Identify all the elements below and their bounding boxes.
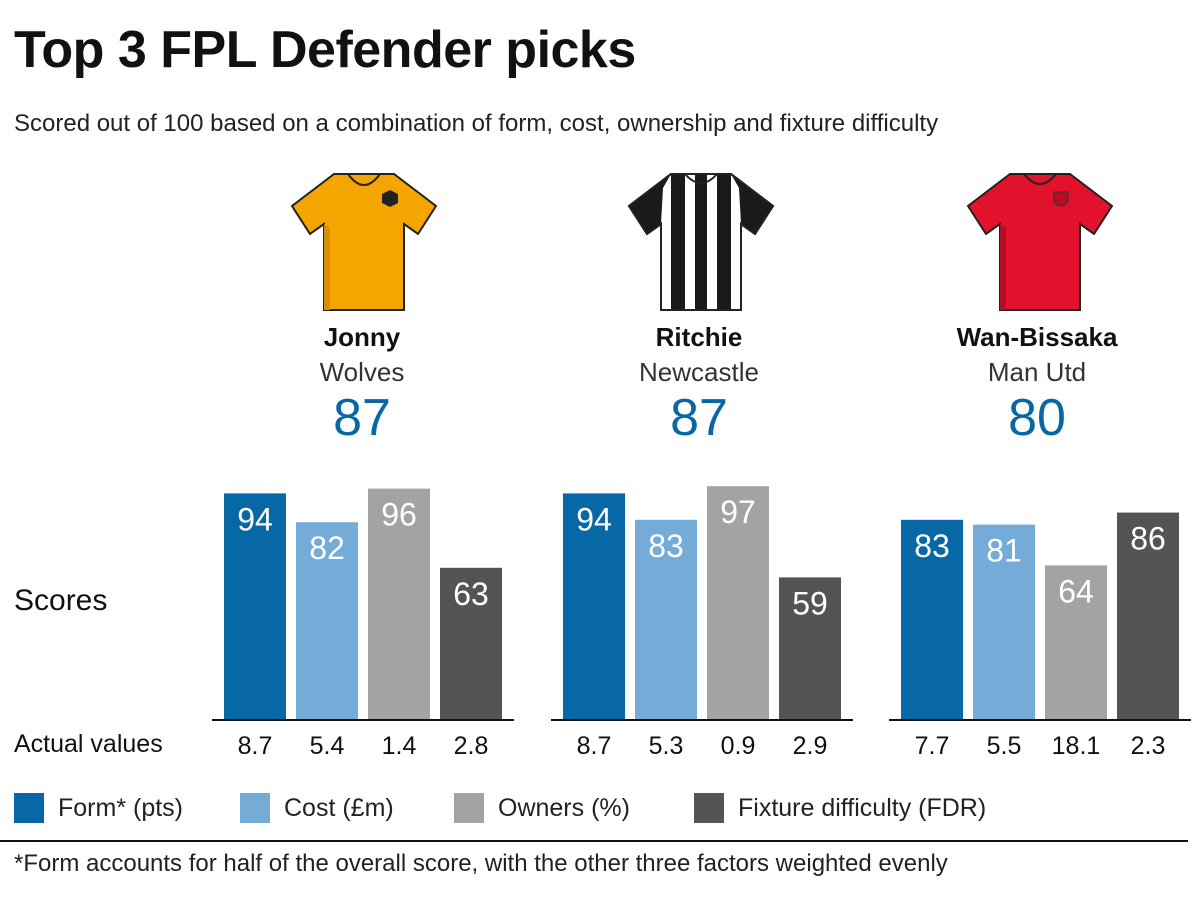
actual-value-label: 8.7 xyxy=(577,732,612,760)
bar-wan-bissaka-0 xyxy=(901,519,963,719)
bar-value-label: 96 xyxy=(381,497,417,533)
bar-wan-bissaka-2 xyxy=(1045,565,1107,719)
player-name: Wan-Bissaka xyxy=(956,322,1118,352)
bar-value-label: 82 xyxy=(309,530,345,566)
player-name: Ritchie xyxy=(655,322,743,352)
chart-title: Top 3 FPL Defender picks xyxy=(14,21,636,79)
player-name: Jonny xyxy=(323,322,401,352)
wolves-shirt-icon xyxy=(290,173,438,311)
bar-jonny-3 xyxy=(440,567,502,719)
legend-swatch xyxy=(694,793,724,823)
manutd-shirt-icon xyxy=(966,173,1114,311)
scores-row-label: Scores xyxy=(14,584,108,617)
legend-item-fdr: Fixture difficulty (FDR) xyxy=(694,793,986,823)
bar-value-label: 94 xyxy=(576,501,612,537)
bar-ritchie-0 xyxy=(563,493,625,719)
bar-value-label: 63 xyxy=(453,576,489,612)
bar-value-label: 94 xyxy=(237,501,273,537)
actual-value-label: 7.7 xyxy=(915,732,950,760)
legend-swatch xyxy=(14,793,44,823)
legend-label: Owners (%) xyxy=(498,793,630,822)
bar-value-label: 81 xyxy=(986,533,1022,569)
actual-value-label: 5.5 xyxy=(987,732,1022,760)
bar-jonny-1 xyxy=(296,522,358,719)
overall-score: 80 xyxy=(1008,389,1066,447)
chart-subtitle: Scored out of 100 based on a combination… xyxy=(14,110,939,137)
actual-value-label: 5.4 xyxy=(310,732,345,760)
actual-values-row-label: Actual values xyxy=(14,730,163,758)
bar-value-label: 64 xyxy=(1058,573,1094,609)
player-header-3: Wan-Bissaka Man Utd 80 xyxy=(917,322,1157,448)
actual-value-label: 0.9 xyxy=(721,732,756,760)
player-team: Man Utd xyxy=(987,357,1087,387)
bar-value-label: 83 xyxy=(914,528,950,564)
player-team: Wolves xyxy=(319,357,405,387)
legend-item-cost: Cost (£m) xyxy=(240,793,394,823)
bar-jonny-2 xyxy=(368,488,430,719)
bar-value-label: 86 xyxy=(1130,521,1166,557)
bar-jonny-0 xyxy=(224,493,286,719)
actual-value-label: 2.3 xyxy=(1131,732,1166,760)
player-header-2: Ritchie Newcastle 87 xyxy=(579,322,819,448)
score-bars-chart: 94 8.7 82 5.4 96 1.4 63 2.8 94 8.7 83 5.3 97 0.9 59 2.9… xyxy=(212,486,1191,760)
legend-label: Fixture difficulty (FDR) xyxy=(738,793,987,822)
actual-value-label: 1.4 xyxy=(382,732,417,760)
legend-item-owners: Owners (%) xyxy=(454,793,630,823)
legend-label: Cost (£m) xyxy=(284,793,394,822)
newcastle-shirt-icon xyxy=(627,173,775,311)
bar-ritchie-2 xyxy=(707,486,769,719)
legend-swatch xyxy=(454,793,484,823)
bar-value-label: 97 xyxy=(720,494,756,530)
legend-swatch xyxy=(240,793,270,823)
actual-value-label: 18.1 xyxy=(1052,732,1101,760)
bar-ritchie-3 xyxy=(779,577,841,719)
actual-value-label: 2.9 xyxy=(793,732,828,760)
actual-value-label: 5.3 xyxy=(649,732,684,760)
actual-value-label: 2.8 xyxy=(454,732,489,760)
overall-score: 87 xyxy=(670,389,728,447)
actual-value-label: 8.7 xyxy=(238,732,273,760)
bar-value-label: 59 xyxy=(792,585,828,621)
overall-score: 87 xyxy=(333,389,391,447)
footnote-divider xyxy=(0,840,1188,842)
legend-label: Form* (pts) xyxy=(58,793,183,822)
player-header-1: Jonny Wolves 87 xyxy=(242,322,482,448)
legend-item-form: Form* (pts) xyxy=(14,793,183,823)
bar-ritchie-1 xyxy=(635,519,697,719)
bar-wan-bissaka-1 xyxy=(973,524,1035,719)
player-team: Newcastle xyxy=(639,357,759,387)
bar-wan-bissaka-3 xyxy=(1117,512,1179,719)
bar-value-label: 83 xyxy=(648,528,684,564)
footnote: *Form accounts for half of the overall s… xyxy=(14,850,948,877)
